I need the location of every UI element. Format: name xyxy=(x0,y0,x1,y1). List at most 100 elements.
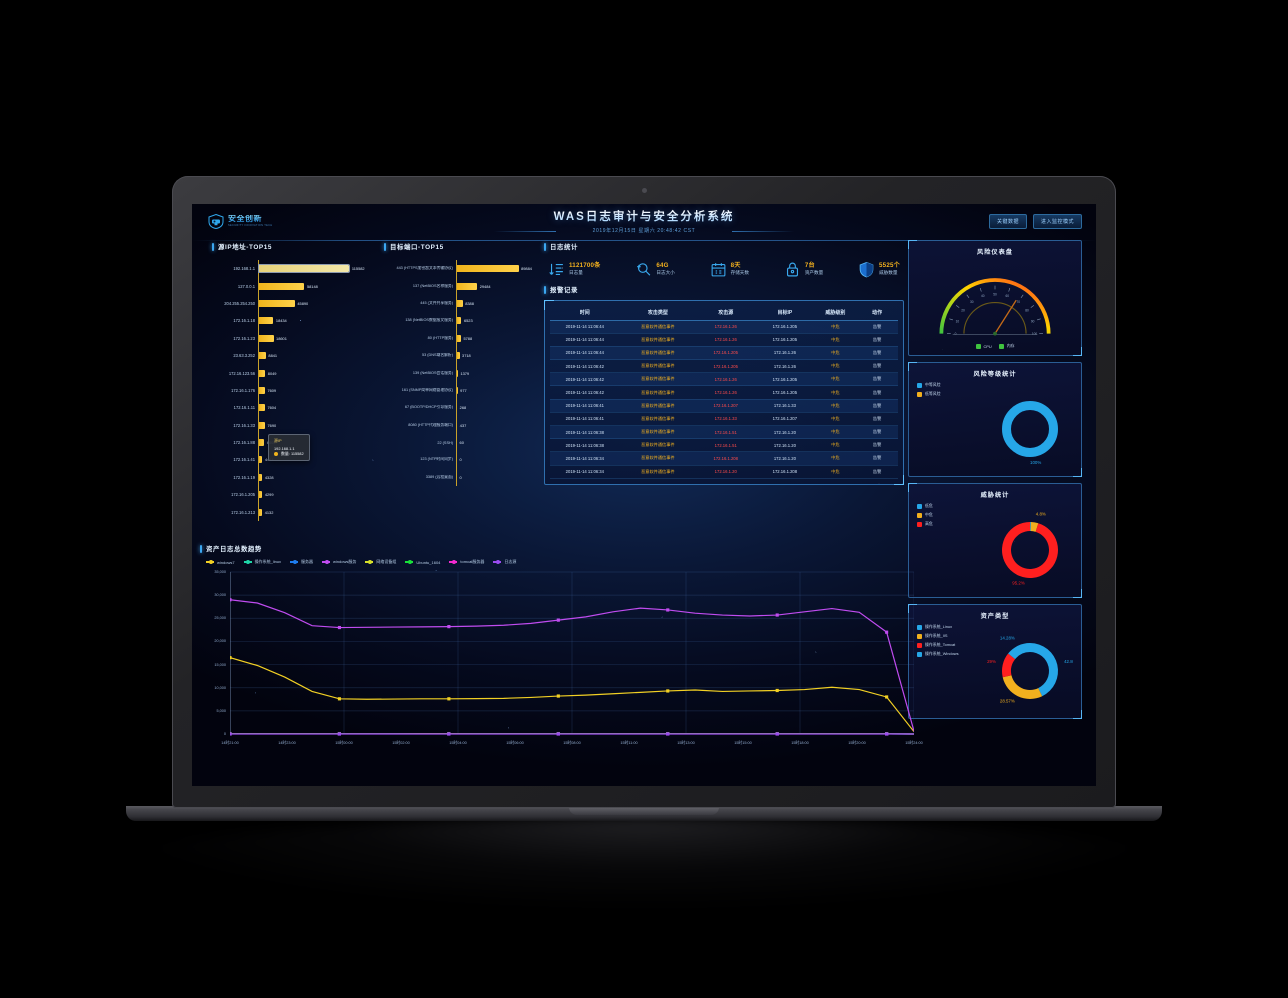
alarm-table-col-header: 攻击源 xyxy=(696,305,756,321)
bar-value: 3718 xyxy=(462,353,471,359)
legend-label: tomcat服务器 xyxy=(460,559,485,564)
legend-item[interactable]: 操作系统_IIS xyxy=(917,633,959,639)
bar-fill xyxy=(257,264,351,274)
bar-row[interactable]: 172.16.1.19 4328 xyxy=(212,468,372,487)
bar-row[interactable]: 445 (文件共享服务) 8388 xyxy=(384,294,534,313)
table-row[interactable]: 2019-11-14 11:06:42 恶意软件通信事件 172.16.1.26 17… xyxy=(550,385,898,400)
table-row[interactable]: 2019-11-14 11:06:34 恶意软件通信事件 172.16.1.208 1… xyxy=(550,451,898,466)
bar-row[interactable]: 443 (HTTPS加密超文本传输协议) 89884 xyxy=(384,260,534,278)
asset-type-body: 操作系统_Linux 操作系统_IIS 操作系统_Tomcat 操作系统_Window… xyxy=(915,620,1075,714)
table-row[interactable]: 2019-11-14 11:06:38 恶意软件通信事件 172.16.1.51 17… xyxy=(550,438,898,453)
legend-item[interactable]: 服务器 xyxy=(290,559,313,565)
bar-row[interactable]: 172.16.1.33 7690 xyxy=(212,416,372,434)
table-row[interactable]: 2019-11-14 11:06:41 恶意软件通信事件 172.16.1.33 17… xyxy=(550,412,898,427)
bar-track: 8049 xyxy=(258,364,372,382)
bar-row[interactable]: 172.16.1.23 18601 xyxy=(212,329,372,347)
bar-row[interactable]: 172.16.1.176 7609 xyxy=(212,381,372,400)
bar-track: 3718 xyxy=(456,346,534,365)
stat-item[interactable]: 1121700条 日志量 xyxy=(548,261,601,278)
center-column: 日志统计 1121700条 日志量 64G 日志大小 8天 存储天数 7台 资产数量 5525个… xyxy=(544,242,904,485)
bar-fill xyxy=(259,421,265,429)
bar-row[interactable]: 123 (NTP时间同步) 0 xyxy=(384,451,534,469)
bar-row[interactable]: 127.0.0.1 58148 xyxy=(212,277,372,295)
gauge-legend-cpu[interactable]: CPU xyxy=(975,343,992,349)
svg-text:42.86%: 42.86% xyxy=(1064,659,1073,664)
legend-item[interactable]: windows服务 xyxy=(322,559,356,565)
bar-label: 80 (HTTP服务) xyxy=(427,335,453,340)
bar-row[interactable]: 53 (DNS域名解析) 3718 xyxy=(384,346,534,365)
bar-track: 977 xyxy=(456,381,534,400)
bar-row[interactable]: 161 (SNMP简单网络管理协议) 977 xyxy=(384,381,534,400)
stat-text: 1121700条 日志量 xyxy=(569,262,601,276)
legend-item[interactable]: 高危 xyxy=(917,521,933,527)
legend-item[interactable]: 低危 xyxy=(917,503,933,509)
stat-item[interactable]: 8天 存储天数 xyxy=(710,261,749,278)
legend-item[interactable]: 中危 xyxy=(917,512,933,518)
svg-text:95.2%: 95.2% xyxy=(1012,581,1025,586)
key-data-button[interactable]: 关键数据 xyxy=(988,214,1027,229)
legend-item[interactable]: 日志源 xyxy=(493,559,516,565)
gauge-legend-mem[interactable]: 内存 xyxy=(998,343,1015,349)
bar-row[interactable]: 139 (NetBIOS会话服务) 1379 xyxy=(384,364,534,382)
legend-item[interactable]: 操作系统_Windows xyxy=(917,651,959,657)
stat-item[interactable]: 64G 日志大小 xyxy=(635,261,675,278)
table-row[interactable]: 2019-11-14 11:06:42 恶意软件通信事件 172.16.1.26 17… xyxy=(550,372,898,387)
legend-item[interactable]: Ubuntu_1604 xyxy=(405,559,440,565)
brand-logo: 安全创新 SECURITY INNOVATION TECH xyxy=(208,214,272,229)
bar-row[interactable]: 204.255.254.250 45890 xyxy=(212,294,372,313)
stat-item[interactable]: 5525个 威胁数量 xyxy=(858,261,900,278)
legend-item[interactable]: 操作系统_Linux xyxy=(917,624,959,630)
bar-fill xyxy=(259,369,266,377)
bar-row[interactable]: 3389 (远程桌面) 0 xyxy=(384,468,534,487)
alarm-table-header: 时间 攻击类型 攻击源 目标IP 威胁级别 动作 xyxy=(550,305,898,321)
legend-item[interactable]: tomcat服务器 xyxy=(449,559,484,565)
bar-row[interactable]: 137 (NetBIOS名称服务) 29484 xyxy=(384,277,534,295)
legend-item[interactable]: windows7 xyxy=(206,559,235,565)
bar-label: 138 (NetBIOS数据报文服务) xyxy=(405,318,453,323)
bar-row[interactable]: 172.16.1.18 18434 xyxy=(212,312,372,330)
legend-line-icon xyxy=(290,560,299,564)
stat-item[interactable]: 7台 资产数量 xyxy=(784,261,823,278)
gauge-legend: CPU 内存 xyxy=(915,343,1075,349)
table-cell: 172.16.1.26 xyxy=(696,320,756,334)
bar-row[interactable]: 80 (HTTP服务) 5788 xyxy=(384,329,534,347)
table-row[interactable]: 2019-11-14 11:06:42 恶意软件通信事件 172.16.1.205 1… xyxy=(550,359,898,374)
bar-row[interactable]: 67 (BOOTP/DHCP引导服务) 268 xyxy=(384,399,534,417)
legend-item[interactable]: 操作系统_linux xyxy=(243,559,281,565)
bar-row[interactable]: 172.16.1.205 4299 xyxy=(212,486,372,504)
table-row[interactable]: 2019-11-14 11:06:44 恶意软件通信事件 172.16.1.205 1… xyxy=(550,346,898,361)
table-row[interactable]: 2019-11-14 11:06:44 恶意软件通信事件 172.16.1.26 17… xyxy=(550,333,898,347)
legend-line-icon xyxy=(449,560,458,564)
legend-item[interactable]: 网络设备组 xyxy=(365,559,396,565)
bar-row[interactable]: 23.63.3.252 8841 xyxy=(212,346,372,365)
bar-row[interactable]: 8080 (HTTP代理服务端口) 437 xyxy=(384,416,534,434)
table-cell: 172.16.1.205 xyxy=(696,346,756,361)
enter-monitor-mode-button[interactable]: 进入监控模式 xyxy=(1032,214,1082,229)
stat-label: 存储天数 xyxy=(730,270,749,276)
legend-item[interactable]: 低等风险 xyxy=(917,391,941,397)
alarm-table-col-header: 目标IP xyxy=(755,305,815,321)
table-cell: 172.16.1.51 xyxy=(696,438,756,453)
bar-row[interactable]: 192.168.1.1 115582 xyxy=(212,260,372,278)
bar-row[interactable]: 138 (NetBIOS数据报文服务) 6523 xyxy=(384,312,534,330)
table-cell: 2019-11-14 11:06:44 xyxy=(550,346,620,361)
table-cell: 172.16.1.205 xyxy=(696,359,756,374)
table-row[interactable]: 2019-11-14 11:06:34 恶意软件通信事件 172.16.1.20 17… xyxy=(550,465,898,479)
legend-swatch-icon xyxy=(917,512,922,518)
alarm-table-body: 2019-11-14 11:06:44 恶意软件通信事件 172.16.1.26 17… xyxy=(550,320,898,479)
bar-label: 139 (NetBIOS会话服务) xyxy=(412,370,453,375)
bar-fill xyxy=(457,334,461,342)
bar-row[interactable]: 172.16.1.213 4132 xyxy=(212,503,372,521)
legend-item[interactable]: 中等风险 xyxy=(917,382,941,388)
bar-row[interactable]: 172.16.1.11 7604 xyxy=(212,399,372,417)
risk-gauge-card: 风险仪表盘 xyxy=(908,240,1082,356)
bar-row[interactable]: 22 (SSH) 60 xyxy=(384,433,534,452)
svg-text:28.57%: 28.57% xyxy=(1000,699,1015,704)
table-row[interactable]: 2019-11-14 11:06:38 恶意软件通信事件 172.16.1.51 17… xyxy=(550,425,898,440)
table-row[interactable]: 2019-11-14 11:06:44 恶意软件通信事件 172.16.1.26 17… xyxy=(550,320,898,334)
table-cell: 恶意软件通信事件 xyxy=(619,425,697,440)
legend-item[interactable]: 操作系统_Tomcat xyxy=(917,642,959,648)
bar-row[interactable]: 172.16.123.56 8049 xyxy=(212,364,372,382)
table-row[interactable]: 2019-11-14 11:06:41 恶意软件通信事件 172.16.1.207 1… xyxy=(550,399,898,413)
table-cell: 172.16.1.205 xyxy=(755,333,815,347)
